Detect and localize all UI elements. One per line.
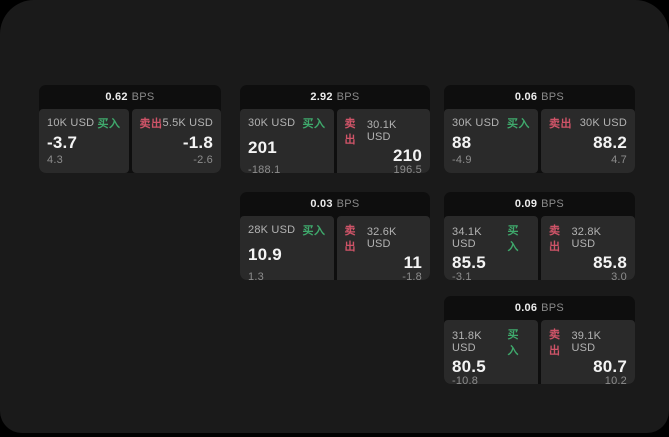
sell-size: 39.1K USD [571, 330, 602, 354]
spread-unit: BPS [541, 91, 565, 103]
sell-label: 卖出 [549, 329, 561, 357]
buy-panel[interactable]: 31.8K USD 买入 80.5 -10.8 [444, 320, 538, 384]
sell-panel[interactable]: 卖出 32.8K USD 85.8 3.0 [541, 216, 635, 280]
spread-unit: BPS [336, 91, 360, 103]
sell-size: 32.8K USD [571, 226, 602, 250]
sell-sub-value: 10.2 [604, 375, 627, 384]
spread-value: 0.06 [514, 91, 538, 103]
sell-label: 卖出 [344, 118, 356, 146]
sell-sub-value: -2.6 [193, 154, 213, 166]
sell-label: 卖出 [139, 118, 163, 130]
buy-sub-value: -188.1 [248, 164, 281, 173]
spread-header: 0.06 BPS [444, 85, 635, 109]
spread-value: 0.09 [514, 198, 538, 210]
quote-card-2: 0.06 BPS 30K USD 买入 88 -4.9 卖出 30K USD [444, 85, 635, 173]
buy-panel[interactable]: 34.1K USD 买入 85.5 -3.1 [444, 216, 538, 280]
spread-header: 0.09 BPS [444, 192, 635, 216]
quote-card-0: 0.62 BPS 10K USD 买入 -3.7 4.3 卖出 5.5K USD [39, 85, 221, 173]
spread-header: 0.03 BPS [240, 192, 430, 216]
buy-sub-value: 4.3 [47, 154, 63, 166]
spread-unit: BPS [541, 198, 565, 210]
buy-size: 31.8K USD [452, 330, 482, 354]
sell-size: 30.1K USD [366, 119, 397, 143]
sell-panel[interactable]: 卖出 30K USD 88.2 4.7 [541, 109, 635, 173]
sell-sub-value: 196.5 [393, 164, 422, 173]
buy-price: 10.9 [248, 245, 282, 264]
quote-card-4: 0.09 BPS 34.1K USD 买入 85.5 -3.1 卖出 32.8K… [444, 192, 635, 280]
buy-panel[interactable]: 30K USD 买入 201 -188.1 [240, 109, 334, 173]
spread-value: 0.62 [105, 91, 128, 103]
sell-panel[interactable]: 卖出 39.1K USD 80.7 10.2 [541, 320, 635, 384]
sell-price: 85.8 [593, 253, 627, 272]
spread-unit: BPS [336, 198, 360, 210]
buy-label: 买入 [507, 225, 520, 253]
spread-value: 2.92 [310, 91, 333, 103]
sell-size: 5.5K USD [162, 117, 214, 129]
buy-size: 30K USD [452, 117, 500, 129]
sell-sub-value: 3.0 [611, 271, 627, 280]
spread-header: 0.62 BPS [39, 85, 221, 109]
sell-price: 88.2 [593, 133, 627, 152]
buy-size: 10K USD [47, 117, 95, 129]
buy-label: 买入 [97, 118, 121, 130]
buy-label: 买入 [302, 118, 326, 130]
buy-sub-value: -10.8 [452, 375, 479, 384]
buy-sub-value: -3.1 [452, 271, 472, 280]
buy-size: 30K USD [248, 117, 296, 129]
spread-value: 0.03 [310, 198, 333, 210]
buy-price: 88 [452, 133, 472, 152]
sell-price: 210 [393, 146, 422, 165]
sell-sub-value: -1.8 [402, 271, 422, 280]
sell-size: 32.6K USD [366, 226, 397, 250]
spread-unit: BPS [541, 302, 565, 314]
buy-price: -3.7 [47, 133, 78, 152]
buy-size: 34.1K USD [452, 226, 482, 250]
spread-unit: BPS [131, 91, 155, 103]
quote-card-3: 0.03 BPS 28K USD 买入 10.9 1.3 卖出 32.6K US… [240, 192, 430, 280]
buy-panel[interactable]: 30K USD 买入 88 -4.9 [444, 109, 538, 173]
sell-panel[interactable]: 卖出 30.1K USD 210 196.5 [336, 109, 430, 173]
sell-label: 卖出 [549, 118, 572, 130]
sell-size: 30K USD [579, 117, 627, 129]
buy-price: 80.5 [452, 357, 486, 376]
buy-price: 85.5 [452, 253, 486, 272]
quote-card-1: 2.92 BPS 30K USD 买入 201 -188.1 卖出 30.1K … [240, 85, 430, 173]
buy-panel[interactable]: 10K USD 买入 -3.7 4.3 [39, 109, 129, 173]
sell-label: 卖出 [549, 225, 561, 253]
buy-panel[interactable]: 28K USD 买入 10.9 1.3 [240, 216, 334, 280]
sell-price: 11 [403, 253, 422, 272]
buy-label: 买入 [507, 329, 520, 357]
sell-panel[interactable]: 卖出 32.6K USD 11 -1.8 [336, 216, 430, 280]
sell-price: -1.8 [182, 133, 213, 152]
sell-panel[interactable]: 卖出 5.5K USD -1.8 -2.6 [131, 109, 221, 173]
sell-price: 80.7 [593, 357, 627, 376]
buy-size: 28K USD [248, 224, 296, 236]
sell-sub-value: 4.7 [611, 154, 627, 166]
buy-sub-value: 1.3 [248, 271, 264, 280]
spread-header: 0.06 BPS [444, 296, 635, 320]
buy-price: 201 [248, 138, 277, 157]
spread-value: 0.06 [514, 302, 538, 314]
buy-label: 买入 [302, 225, 326, 237]
buy-sub-value: -4.9 [452, 154, 472, 166]
quote-card-5: 0.06 BPS 31.8K USD 买入 80.5 -10.8 卖出 39.1… [444, 296, 635, 384]
sell-label: 卖出 [344, 225, 356, 253]
spread-header: 2.92 BPS [240, 85, 430, 109]
buy-label: 买入 [507, 118, 530, 130]
